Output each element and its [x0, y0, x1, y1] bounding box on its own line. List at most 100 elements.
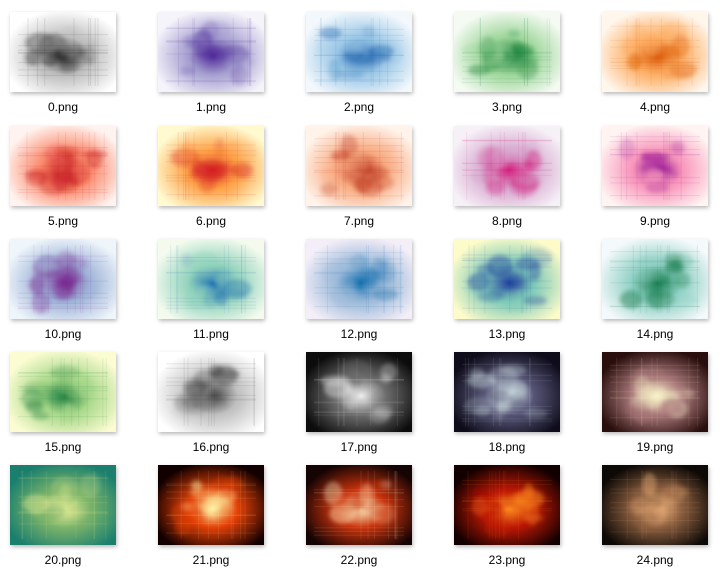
file-name-label[interactable]: 17.png: [340, 440, 378, 454]
file-item[interactable]: 7.png: [306, 126, 446, 236]
file-item[interactable]: 1.png: [158, 12, 298, 122]
file-item[interactable]: 21.png: [158, 465, 298, 575]
file-item[interactable]: 9.png: [602, 126, 720, 236]
thumbnail-image: [602, 352, 708, 432]
file-thumbnail[interactable]: [454, 465, 560, 545]
file-name-label[interactable]: 14.png: [636, 327, 674, 341]
file-thumbnail[interactable]: [602, 465, 708, 545]
thumbnail-image: [158, 352, 264, 432]
file-item[interactable]: 22.png: [306, 465, 446, 575]
file-thumbnail[interactable]: [158, 352, 264, 432]
file-thumbnail[interactable]: [454, 126, 560, 206]
file-thumbnail[interactable]: [10, 126, 116, 206]
file-item[interactable]: 19.png: [602, 352, 720, 462]
thumbnail-image: [10, 465, 116, 545]
thumbnail-image: [454, 12, 560, 92]
file-item[interactable]: 6.png: [158, 126, 298, 236]
thumbnail-image: [306, 12, 412, 92]
file-item[interactable]: 4.png: [602, 12, 720, 122]
thumbnail-image: [602, 126, 708, 206]
file-name-label[interactable]: 16.png: [192, 440, 230, 454]
file-name-label[interactable]: 7.png: [343, 214, 375, 228]
file-thumbnail[interactable]: [158, 239, 264, 319]
file-name-label[interactable]: 9.png: [639, 214, 671, 228]
file-thumbnail[interactable]: [10, 352, 116, 432]
file-name-label[interactable]: 0.png: [47, 100, 79, 114]
file-item[interactable]: 5.png: [10, 126, 150, 236]
file-thumbnail[interactable]: [158, 12, 264, 92]
file-name-label[interactable]: 5.png: [47, 214, 79, 228]
thumbnail-image: [306, 239, 412, 319]
thumbnail-image: [10, 352, 116, 432]
file-thumbnail[interactable]: [306, 126, 412, 206]
file-thumbnail[interactable]: [454, 12, 560, 92]
file-item[interactable]: 2.png: [306, 12, 446, 122]
file-name-label[interactable]: 20.png: [44, 553, 82, 567]
thumbnail-image: [306, 352, 412, 432]
file-thumbnail[interactable]: [10, 12, 116, 92]
file-thumbnail[interactable]: [306, 352, 412, 432]
file-thumbnail[interactable]: [602, 126, 708, 206]
file-item[interactable]: 14.png: [602, 239, 720, 349]
file-name-label[interactable]: 10.png: [44, 327, 82, 341]
file-name-label[interactable]: 19.png: [636, 440, 674, 454]
file-thumbnail[interactable]: [306, 12, 412, 92]
thumbnail-image: [158, 12, 264, 92]
file-thumbnail[interactable]: [454, 239, 560, 319]
file-name-label[interactable]: 11.png: [193, 327, 229, 341]
file-name-label[interactable]: 12.png: [340, 327, 378, 341]
thumbnail-image: [10, 126, 116, 206]
file-name-label[interactable]: 4.png: [639, 100, 671, 114]
file-item[interactable]: 13.png: [454, 239, 594, 349]
file-name-label[interactable]: 13.png: [488, 327, 526, 341]
thumbnail-image: [10, 239, 116, 319]
file-name-label[interactable]: 1.png: [195, 100, 227, 114]
file-item[interactable]: 20.png: [10, 465, 150, 575]
thumbnail-image: [158, 239, 264, 319]
file-name-label[interactable]: 22.png: [340, 553, 378, 567]
file-item[interactable]: 11.png: [158, 239, 298, 349]
file-thumbnail[interactable]: [306, 465, 412, 545]
thumbnail-image: [602, 239, 708, 319]
file-name-label[interactable]: 18.png: [488, 440, 526, 454]
thumbnail-image: [158, 126, 264, 206]
file-thumbnail[interactable]: [602, 239, 708, 319]
thumbnail-image: [10, 12, 116, 92]
file-item[interactable]: 18.png: [454, 352, 594, 462]
file-name-label[interactable]: 23.png: [488, 553, 526, 567]
file-item[interactable]: 24.png: [602, 465, 720, 575]
file-name-label[interactable]: 8.png: [491, 214, 523, 228]
file-item[interactable]: 23.png: [454, 465, 594, 575]
file-thumbnail[interactable]: [10, 465, 116, 545]
file-item[interactable]: 17.png: [306, 352, 446, 462]
file-thumbnail[interactable]: [158, 126, 264, 206]
thumbnail-image: [602, 12, 708, 92]
file-thumbnail[interactable]: [10, 239, 116, 319]
file-item[interactable]: 8.png: [454, 126, 594, 236]
thumbnail-image: [158, 465, 264, 545]
file-thumbnail[interactable]: [158, 465, 264, 545]
thumbnail-image: [454, 465, 560, 545]
thumbnail-image: [454, 126, 560, 206]
file-name-label[interactable]: 24.png: [636, 553, 674, 567]
file-name-label[interactable]: 6.png: [195, 214, 227, 228]
file-name-label[interactable]: 3.png: [491, 100, 523, 114]
file-item[interactable]: 15.png: [10, 352, 150, 462]
thumbnail-image: [454, 239, 560, 319]
file-item[interactable]: 3.png: [454, 12, 594, 122]
file-thumbnail[interactable]: [306, 239, 412, 319]
file-name-label[interactable]: 15.png: [44, 440, 82, 454]
file-thumbnail[interactable]: [454, 352, 560, 432]
file-item[interactable]: 10.png: [10, 239, 150, 349]
thumbnail-image: [454, 352, 560, 432]
file-thumbnail[interactable]: [602, 12, 708, 92]
thumbnail-image: [306, 126, 412, 206]
file-thumbnail[interactable]: [602, 352, 708, 432]
file-item[interactable]: 0.png: [10, 12, 150, 122]
file-item[interactable]: 12.png: [306, 239, 446, 349]
file-name-label[interactable]: 2.png: [343, 100, 375, 114]
file-item[interactable]: 16.png: [158, 352, 298, 462]
file-name-label[interactable]: 21.png: [192, 553, 230, 567]
thumbnail-image: [602, 465, 708, 545]
